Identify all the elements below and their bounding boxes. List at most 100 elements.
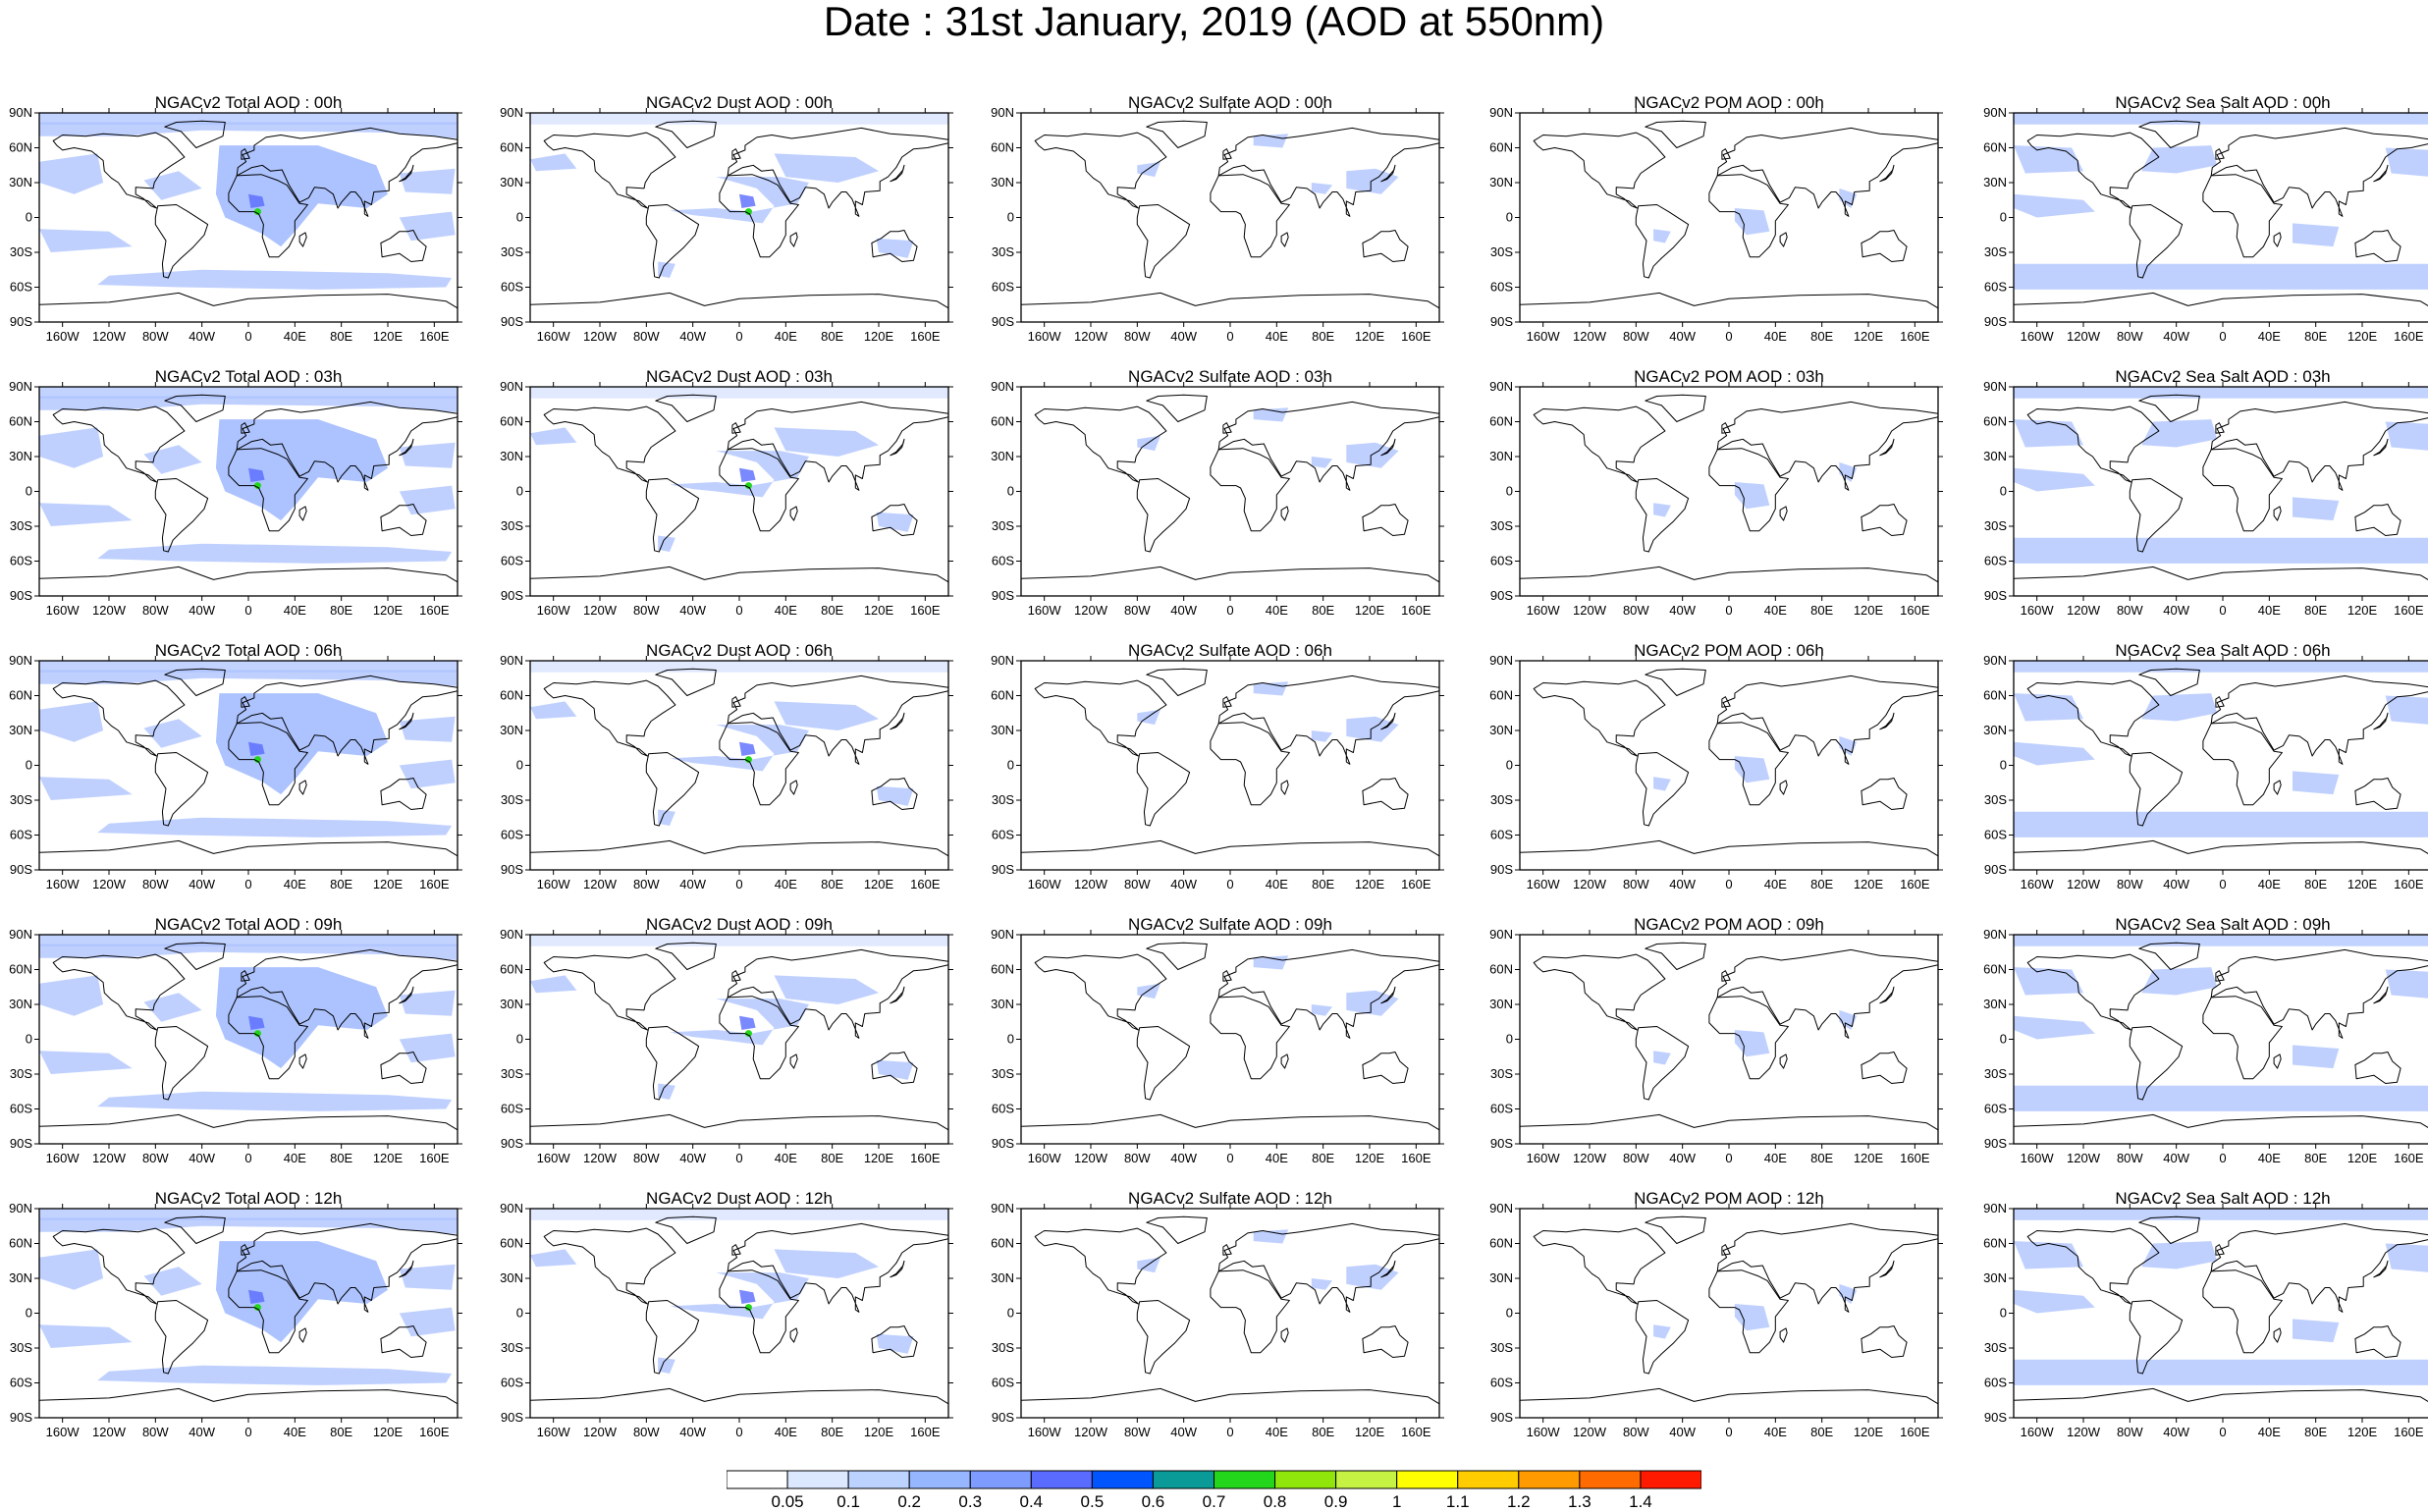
world-map: 90N 60N 30N 0 30S 60S 90S 160W 120W 80W 40W 0 40E 80E… [1983, 105, 2428, 344]
lat-tick-label: 90S [1984, 862, 2007, 877]
lon-tick-label: 160W [1527, 603, 1561, 618]
colorbar-swatch [1396, 1470, 1459, 1489]
lon-tick-label: 160E [910, 329, 941, 344]
lon-tick-label: 40E [284, 1425, 306, 1439]
lon-tick-label: 160W [46, 603, 81, 618]
lat-tick-label: 30S [992, 1066, 1014, 1081]
lon-tick-label: 80E [330, 603, 352, 618]
panel-title: NGACv2 Dust AOD : 09h [646, 915, 833, 934]
lat-tick-label: 90S [1490, 862, 1513, 877]
lon-tick-label: 120W [583, 329, 618, 344]
lon-tick-label: 80E [330, 877, 352, 891]
aod-field [1137, 955, 1399, 1016]
lon-tick-label: 40W [679, 329, 706, 344]
lat-tick-label: 30S [1984, 518, 2007, 533]
lon-tick-label: 120E [2347, 603, 2378, 618]
colorbar-label: 0.1 [836, 1492, 860, 1509]
coastlines [2013, 120, 2428, 323]
lon-tick-label: 40E [1266, 329, 1288, 344]
lat-tick-label: 0 [2000, 484, 2007, 499]
lat-tick-label: 60S [1490, 1102, 1513, 1116]
lon-tick-label: 120W [1573, 603, 1607, 618]
lat-tick-label: 90S [10, 1410, 32, 1425]
map-panel-total-1: NGACv2 Total AOD : 03h 90N 60N 30N 0 30S 60S 90… [0, 367, 462, 632]
lon-tick-label: 120E [864, 329, 894, 344]
lat-tick-label: 0 [2000, 1032, 2007, 1047]
lon-tick-label: 80E [1312, 603, 1334, 618]
coastlines [1020, 942, 1440, 1145]
lon-tick-label: 40E [2258, 329, 2281, 344]
lon-tick-label: 120W [92, 1425, 127, 1439]
panel-title: NGACv2 Total AOD : 03h [154, 367, 343, 386]
lon-tick-label: 40E [284, 877, 306, 891]
aod-field [2014, 387, 2428, 564]
panel-title: NGACv2 Sea Salt AOD : 06h [2115, 641, 2331, 660]
lat-tick-label: 60N [9, 414, 32, 429]
lon-tick-label: 120E [373, 329, 404, 344]
lat-tick-label: 60S [1490, 554, 1513, 568]
lat-tick-label: 60N [1489, 1236, 1513, 1251]
colorbar-label: 0.7 [1203, 1492, 1226, 1509]
lon-tick-label: 0 [1226, 877, 1233, 891]
colorbar-label: 1.1 [1446, 1492, 1470, 1509]
lat-tick-label: 0 [516, 210, 523, 225]
lon-tick-label: 120W [2067, 877, 2101, 891]
lat-tick-label: 0 [2000, 758, 2007, 773]
lat-tick-label: 90S [501, 1136, 523, 1151]
lon-tick-label: 80E [2304, 329, 2327, 344]
colorbar-label: 0.3 [958, 1492, 982, 1509]
lat-tick-label: 30S [10, 1066, 32, 1081]
map-panel-dust-2: NGACv2 Dust AOD : 06h 90N 60N 30N 0 30S 60S 90S… [491, 641, 953, 906]
lat-tick-label: 30N [9, 723, 32, 737]
lon-tick-label: 120W [1074, 1425, 1108, 1439]
world-map: 90N 60N 30N 0 30S 60S 90S 160W 120W 80W 40W 0 40E 80E… [1983, 653, 2428, 891]
lat-tick-label: 60S [501, 554, 523, 568]
lon-tick-label: 160W [1527, 1425, 1561, 1439]
map-panel-total-2: NGACv2 Total AOD : 06h 90N 60N 30N 0 30S 60S 90… [0, 641, 462, 906]
lon-tick-label: 160W [537, 1425, 571, 1439]
panel-title: NGACv2 Total AOD : 00h [154, 93, 343, 112]
lat-tick-label: 30S [1490, 244, 1513, 259]
lon-tick-label: 120E [2347, 329, 2378, 344]
lon-tick-label: 0 [2219, 1151, 2226, 1165]
lon-tick-label: 80W [2117, 603, 2143, 618]
lat-tick-label: 90S [992, 1136, 1014, 1151]
lon-tick-label: 0 [1226, 1151, 1233, 1165]
lon-tick-label: 160W [2021, 877, 2055, 891]
lon-tick-label: 160W [1028, 1151, 1062, 1165]
lat-tick-label: 60N [1983, 1236, 2007, 1251]
lat-tick-label: 90N [1983, 105, 2007, 120]
lat-tick-label: 90N [9, 379, 32, 394]
lon-tick-label: 160W [537, 329, 571, 344]
panel-title: NGACv2 Total AOD : 12h [154, 1189, 343, 1208]
lon-tick-label: 120W [92, 603, 127, 618]
lon-tick-label: 0 [2219, 603, 2226, 618]
colorbar-label: 0.2 [897, 1492, 921, 1509]
aod-field [530, 387, 948, 552]
lon-tick-label: 80W [633, 877, 660, 891]
lat-tick-label: 90N [1983, 379, 2007, 394]
panel-title: NGACv2 Total AOD : 06h [154, 641, 343, 660]
lon-tick-label: 160E [419, 1151, 450, 1165]
colorbar-swatch [1091, 1470, 1154, 1489]
lat-tick-label: 90N [991, 1201, 1014, 1215]
lon-tick-label: 120E [1854, 1151, 1884, 1165]
lon-tick-label: 160W [1527, 1151, 1561, 1165]
lat-tick-label: 0 [26, 1306, 32, 1321]
lat-tick-label: 60S [10, 554, 32, 568]
lon-tick-label: 80W [142, 603, 169, 618]
lat-tick-label: 0 [26, 210, 32, 225]
colorbar-label: 0.05 [772, 1492, 804, 1509]
lon-tick-label: 160W [2021, 1151, 2055, 1165]
world-map: 90N 60N 30N 0 30S 60S 90S 160W 120W 80W 40W 0 40E 80E… [1489, 105, 1943, 344]
lon-tick-label: 160W [2021, 1425, 2055, 1439]
lat-tick-label: 90N [1489, 653, 1513, 668]
lon-tick-label: 160E [1900, 1151, 1930, 1165]
lon-tick-label: 120W [1573, 1151, 1607, 1165]
lat-tick-label: 60S [1490, 828, 1513, 842]
lon-tick-label: 80W [1124, 877, 1151, 891]
lat-tick-label: 30S [1984, 1066, 2007, 1081]
lat-tick-label: 0 [2000, 1306, 2007, 1321]
lat-tick-label: 90S [1984, 1136, 2007, 1151]
lat-tick-label: 60N [1489, 688, 1513, 703]
